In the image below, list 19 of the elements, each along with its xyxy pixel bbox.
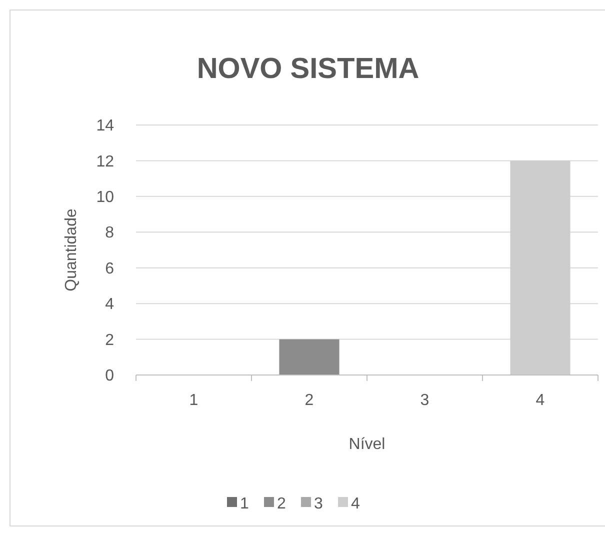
y-tick-label: 2 (105, 332, 114, 349)
y-tick-label: 10 (96, 189, 114, 206)
legend-label: 2 (277, 496, 286, 513)
legend-label: 4 (351, 496, 360, 513)
x-tick-label: 1 (189, 392, 198, 409)
y-tick-label: 4 (105, 296, 114, 314)
y-tick-label: 12 (96, 153, 114, 170)
x-tick-label: 3 (420, 392, 430, 409)
y-tick-label: 14 (96, 118, 114, 135)
y-tick-label: 8 (105, 224, 114, 242)
legend-label: 3 (314, 496, 323, 513)
chart-title: NOVO SISTEMA (196, 53, 420, 85)
y-tick-label: 0 (105, 368, 114, 385)
x-tick-label: 4 (536, 392, 545, 409)
y-tick-label: 6 (105, 260, 114, 278)
legend-label: 1 (240, 496, 249, 513)
x-tick-label: 2 (304, 392, 314, 409)
x-axis-title: Nível (348, 436, 386, 453)
y-axis-title: Quantidade (63, 208, 80, 292)
